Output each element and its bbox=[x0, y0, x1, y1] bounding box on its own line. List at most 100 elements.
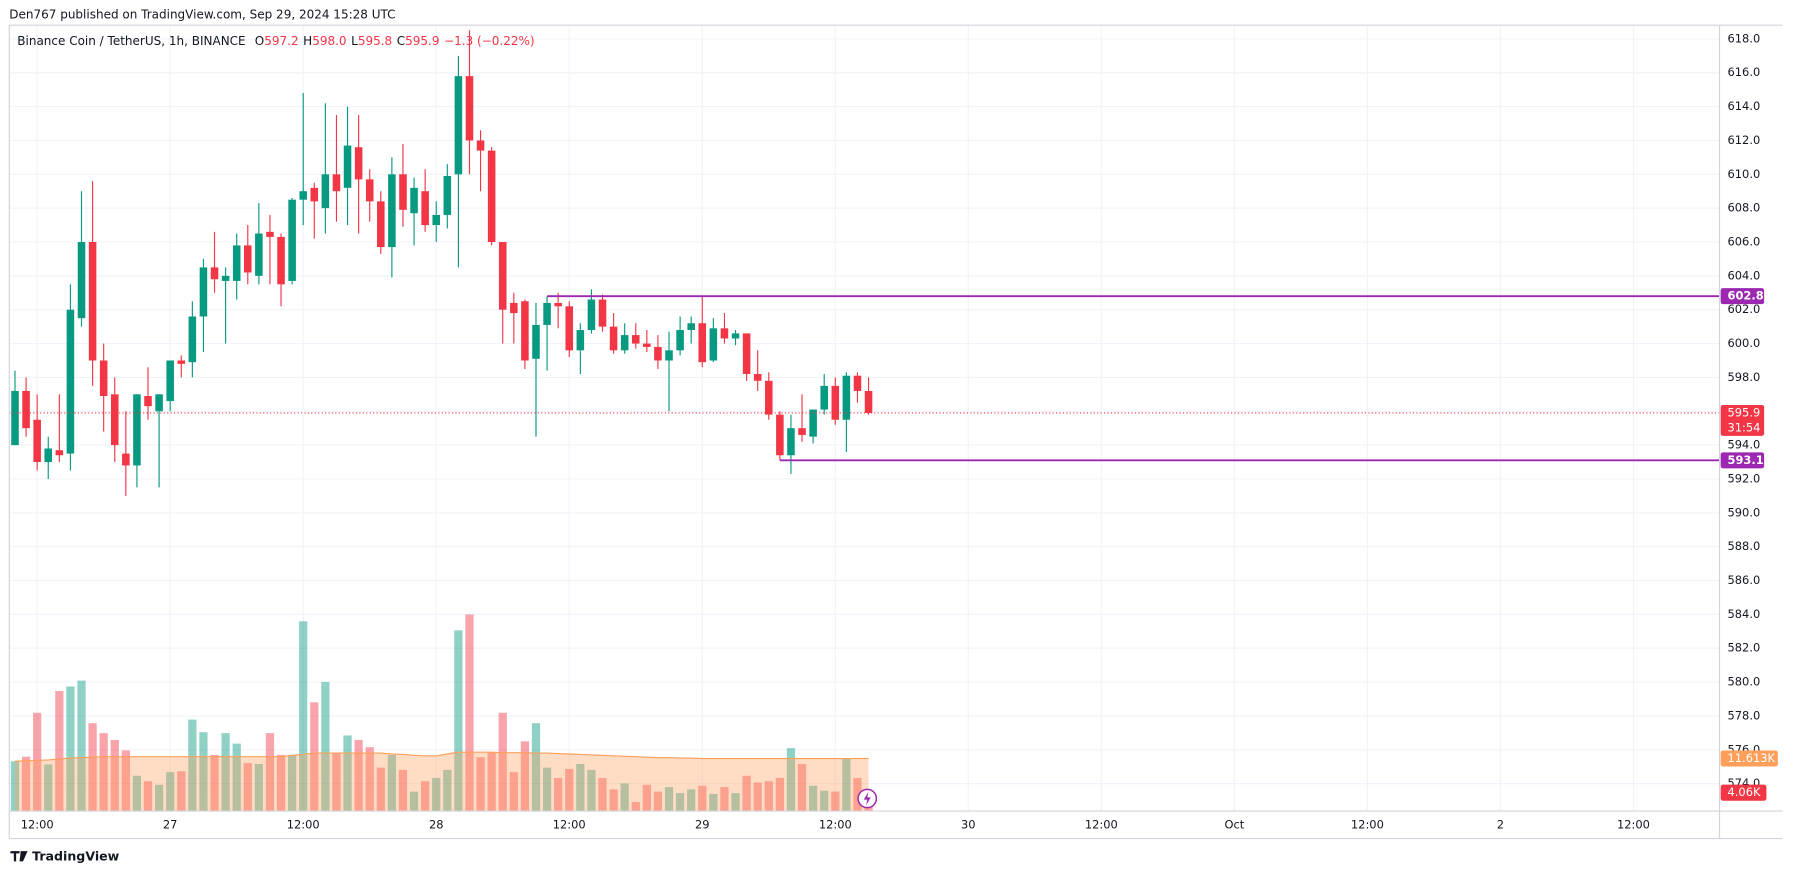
volume-bar bbox=[554, 778, 563, 812]
candle-body bbox=[22, 390, 30, 429]
volume-bar bbox=[254, 763, 263, 812]
volume-bar bbox=[786, 748, 796, 812]
volume-bar bbox=[687, 789, 696, 812]
volume-bar bbox=[631, 802, 640, 812]
x-tick-label: 12:00 bbox=[819, 817, 852, 831]
y-tick-label: 586.0 bbox=[1728, 573, 1761, 587]
volume-bar bbox=[365, 747, 374, 812]
candle-body bbox=[210, 267, 219, 280]
candle-body bbox=[742, 333, 751, 375]
labels: 574.0576.0578.0580.0582.0584.0586.0588.0… bbox=[21, 31, 1778, 831]
volume-bar bbox=[609, 789, 618, 812]
volume-bar bbox=[99, 733, 108, 812]
volume-bar bbox=[642, 784, 651, 812]
candle-body bbox=[720, 328, 729, 339]
candle-body bbox=[631, 335, 640, 344]
candle-body bbox=[288, 199, 296, 281]
candle-body bbox=[11, 390, 19, 446]
footer-brand: TradingView bbox=[32, 848, 120, 863]
candle-body bbox=[432, 214, 441, 226]
volume-label-bg bbox=[1720, 784, 1767, 801]
candle-body bbox=[122, 453, 130, 466]
volume-bar bbox=[753, 782, 762, 812]
volume-bar bbox=[199, 732, 208, 812]
grid bbox=[9, 25, 1720, 812]
candle-body bbox=[110, 394, 119, 446]
volume-bar bbox=[409, 791, 419, 812]
level-label-bg bbox=[1720, 452, 1765, 469]
candle-body bbox=[487, 150, 496, 243]
candle-body bbox=[820, 385, 828, 410]
ohlc-key: O bbox=[255, 34, 264, 48]
y-tick-label: 578.0 bbox=[1728, 708, 1761, 722]
candle-body bbox=[465, 76, 474, 141]
volume-bar bbox=[55, 691, 64, 812]
candle-body bbox=[377, 201, 385, 248]
volume-bar bbox=[232, 743, 241, 812]
y-tick-label: 588.0 bbox=[1728, 539, 1761, 553]
candle-body bbox=[620, 335, 629, 351]
candle-body bbox=[365, 179, 374, 202]
candle-body bbox=[44, 448, 53, 463]
candle-body bbox=[33, 419, 41, 463]
candle-body bbox=[554, 302, 562, 307]
level-label: 602.8 bbox=[1728, 289, 1764, 303]
y-tick-label: 614.0 bbox=[1728, 99, 1761, 113]
candle-body bbox=[277, 236, 285, 285]
volume-bar bbox=[243, 763, 252, 812]
volume-bar bbox=[509, 772, 518, 812]
volume-bar bbox=[764, 781, 773, 812]
x-tick-label: 12:00 bbox=[21, 817, 54, 831]
x-tick-label: Oct bbox=[1224, 817, 1244, 831]
volume-bar bbox=[376, 767, 385, 812]
y-tick-label: 598.0 bbox=[1728, 370, 1761, 384]
y-tick-label: 608.0 bbox=[1728, 201, 1761, 215]
ohlc-value: 598.0 bbox=[312, 34, 346, 48]
volume-bar bbox=[343, 735, 352, 812]
x-tick-label: 12:00 bbox=[1617, 817, 1650, 831]
volume-bar bbox=[476, 757, 485, 812]
candle-body bbox=[255, 233, 263, 276]
volume-bar bbox=[454, 630, 463, 812]
candle-body bbox=[643, 343, 651, 347]
volume-bar bbox=[542, 767, 552, 812]
candle-body bbox=[831, 385, 840, 420]
price-pane bbox=[9, 30, 1720, 496]
volume-bar bbox=[853, 778, 862, 812]
ohlc-key: C bbox=[397, 34, 405, 48]
candle-body bbox=[88, 242, 97, 361]
candle-body bbox=[698, 323, 707, 363]
volume-label: 4.06K bbox=[1728, 785, 1761, 799]
y-tick-label: 590.0 bbox=[1728, 505, 1761, 519]
candle-body bbox=[521, 301, 529, 361]
candle-body bbox=[99, 360, 108, 397]
candle-body bbox=[188, 316, 197, 363]
volume-bar bbox=[742, 775, 751, 812]
x-tick-label: 27 bbox=[163, 817, 178, 831]
volume-bar bbox=[288, 754, 297, 812]
volume-bar bbox=[820, 790, 829, 812]
volume-bar bbox=[265, 733, 275, 812]
candle-body bbox=[776, 414, 784, 456]
volume-bar bbox=[143, 781, 153, 812]
volume-bar bbox=[664, 787, 674, 812]
candle-body bbox=[842, 375, 851, 420]
volume-bar bbox=[831, 791, 840, 812]
volume-bar bbox=[387, 754, 397, 812]
candle-body bbox=[687, 323, 695, 331]
symbol-name: Binance Coin / TetherUS, 1h, BINANCE bbox=[17, 34, 245, 48]
candle-body bbox=[510, 302, 518, 314]
volume-bar bbox=[797, 763, 807, 812]
volume-bar bbox=[166, 772, 175, 812]
candle-body bbox=[77, 242, 86, 319]
publish-header: Den767 published on TradingView.com, Sep… bbox=[9, 7, 395, 21]
candle-body bbox=[753, 374, 762, 381]
symbol-legend: Binance Coin / TetherUS, 1h, BINANCE O597… bbox=[17, 34, 534, 48]
last-price-label: 595.9 bbox=[1728, 405, 1761, 419]
tradingview-logo: TradingView bbox=[10, 848, 120, 863]
volume-bar bbox=[33, 712, 42, 812]
replay-icon[interactable] bbox=[857, 788, 878, 809]
candle-body bbox=[543, 302, 551, 325]
candle-body bbox=[598, 299, 607, 327]
